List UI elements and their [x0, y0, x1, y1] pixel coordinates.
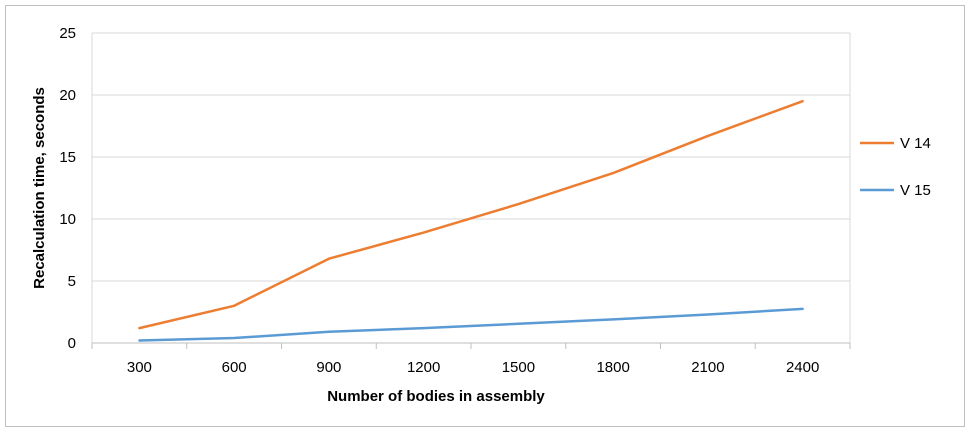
y-tick-label: 20: [59, 87, 76, 104]
x-tick-label: 1200: [407, 359, 440, 376]
series-lines: [138, 99, 804, 342]
y-tick-label: 15: [59, 149, 76, 166]
x-tick-label: 600: [222, 359, 247, 376]
x-tick-label: 2400: [786, 359, 819, 376]
x-axis-title: Number of bodies in assembly: [327, 388, 545, 405]
x-tick-label: 300: [127, 359, 152, 376]
gridlines: [92, 32, 851, 343]
legend-label: V 14: [900, 135, 931, 152]
y-tick-label: 25: [59, 25, 76, 42]
axes: 0 5 10 15 20 25 300 600 900 1200 1500 1800 2100 2400: [59, 25, 851, 376]
y-tick-label: 10: [59, 211, 76, 228]
x-tick-label: 2100: [691, 359, 724, 376]
series-line-v-14: [138, 99, 804, 330]
x-tick-label: 1800: [596, 359, 629, 376]
x-tick-label: 1500: [502, 359, 535, 376]
legend: V 14 V 15: [860, 135, 931, 199]
legend-label: V 15: [900, 182, 931, 199]
y-axis-title: Recalculation time, seconds: [31, 87, 48, 289]
x-tick-label: 900: [316, 359, 341, 376]
chart-border: [5, 5, 965, 427]
y-tick-label: 5: [68, 273, 76, 290]
y-tick-label: 0: [68, 335, 76, 352]
series-line-v-15: [138, 307, 804, 342]
